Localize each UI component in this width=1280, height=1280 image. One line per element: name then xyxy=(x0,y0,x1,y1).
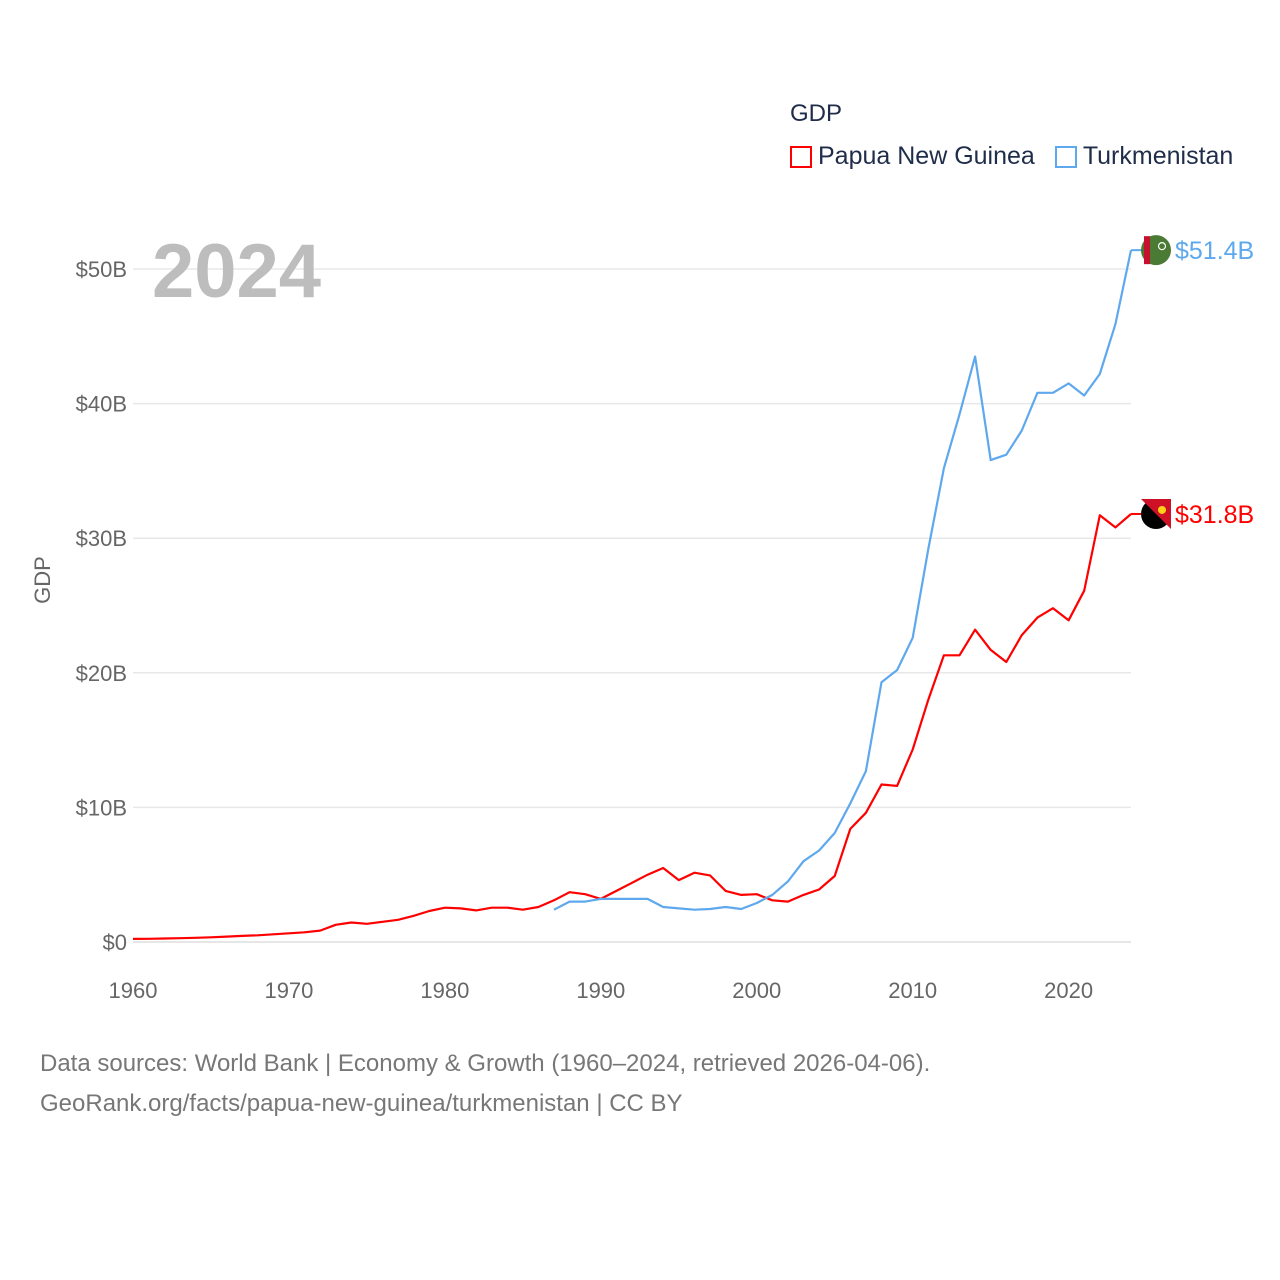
y-tick-label: $50B xyxy=(76,257,127,282)
year-label: 2024 xyxy=(152,229,322,314)
end-value-label: $51.4B xyxy=(1175,237,1254,265)
y-tick-label: $0 xyxy=(103,930,127,955)
y-tick-label: $20B xyxy=(76,661,127,686)
x-tick-label: 1960 xyxy=(109,978,158,1003)
y-tick-label: $30B xyxy=(76,526,127,551)
legend-label: Turkmenistan xyxy=(1082,142,1234,170)
legend-label: Papua New Guinea xyxy=(818,142,1035,170)
data-source: Data sources: World Bank | Economy & Gro… xyxy=(40,1050,931,1077)
x-tick-label: 1970 xyxy=(264,978,313,1003)
y-tick-label: $40B xyxy=(76,392,127,417)
x-tick-label: 2020 xyxy=(1044,978,1093,1003)
y-tick-label: $10B xyxy=(76,795,127,820)
series-line-turkmenistan xyxy=(553,249,1133,911)
x-tick-label: 1990 xyxy=(576,978,625,1003)
turkmenistan-flag-icon xyxy=(1141,235,1171,266)
footer: Data sources: World Bank | Economy & Gro… xyxy=(40,1044,930,1124)
legend-item-turkmenistan[interactable]: Turkmenistan xyxy=(1054,142,1234,171)
end-value-label: $31.8B xyxy=(1175,501,1254,529)
x-tick-label: 2000 xyxy=(732,978,781,1003)
legend-swatch xyxy=(1054,145,1077,168)
series-line-papua-new-guinea xyxy=(132,513,1132,941)
legend-item-papua-new-guinea[interactable]: Papua New Guinea xyxy=(790,142,1035,171)
png-flag-icon xyxy=(1141,498,1171,529)
source-url[interactable]: GeoRank.org/facts/papua-new-guinea/turkm… xyxy=(40,1090,683,1117)
legend: Papua New Guinea Turkmenistan xyxy=(790,142,1233,171)
legend-title: GDP xyxy=(790,100,843,127)
y-axis-label: GDP xyxy=(30,556,55,604)
x-tick-label: 2010 xyxy=(888,978,937,1003)
x-tick-label: 1980 xyxy=(420,978,469,1003)
legend-swatch xyxy=(790,145,812,168)
